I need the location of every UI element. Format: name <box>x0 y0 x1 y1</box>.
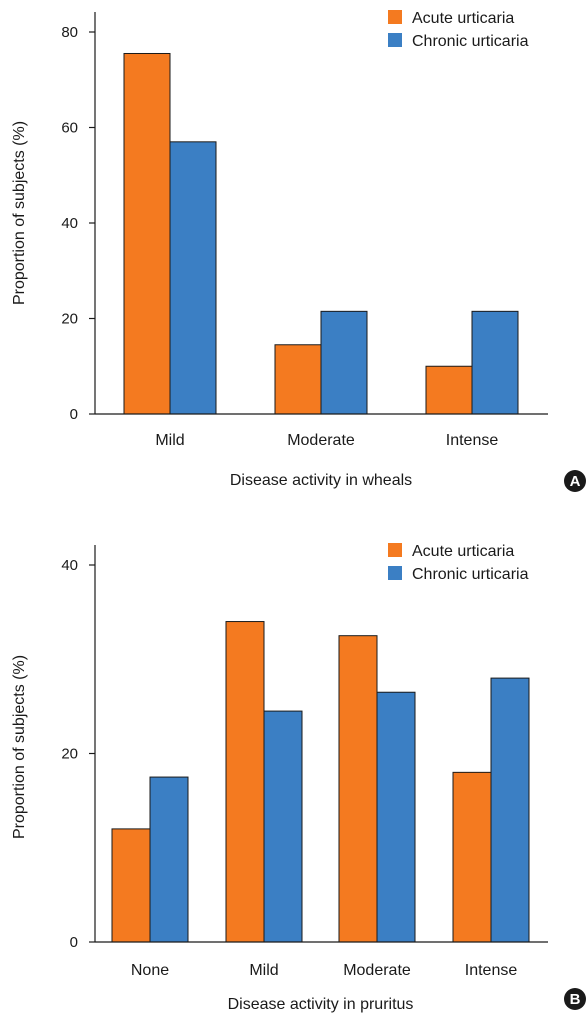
bar-a-chronic-intense <box>471 310 519 415</box>
y-tick-label-a-0: 0 <box>70 406 78 423</box>
panel-letter-b: B <box>570 991 581 1008</box>
y-tick-label-b-40: 40 <box>61 557 78 574</box>
y-axis-label-b: Proportion of subjects (%) <box>11 655 28 839</box>
legend-label-a-chronic: Chronic urticaria <box>412 33 529 50</box>
x-tick-label-a-mild: Mild <box>155 432 184 449</box>
legend-label-a-acute: Acute urticaria <box>412 10 514 27</box>
x-tick-label-b-moderate: Moderate <box>343 962 411 979</box>
legend-swatch-b-acute <box>388 543 402 557</box>
legend-swatch-a-acute <box>388 10 402 24</box>
panel-badge-a <box>564 470 586 492</box>
bar-a-chronic-mild <box>169 141 217 415</box>
y-tick-label-a-20: 20 <box>61 311 78 328</box>
bar-a-acute-intense <box>425 365 473 415</box>
bar-b-chronic-intense <box>490 677 530 943</box>
panel-letter-a: A <box>570 473 581 490</box>
x-tick-label-a-moderate: Moderate <box>287 432 355 449</box>
bar-b-acute-mild <box>225 621 265 943</box>
bar-b-acute-intense <box>452 771 492 943</box>
bar-a-acute-moderate <box>274 344 322 415</box>
y-tick-label-b-20: 20 <box>61 746 78 763</box>
panel-badge-b <box>564 988 586 1010</box>
x-axis-label-b: Disease activity in pruritus <box>228 996 414 1013</box>
legend-swatch-a-chronic <box>388 33 402 47</box>
chart-panel-a: Mild Moderate Intense 0 20 40 60 80 Disease acti… <box>11 10 586 492</box>
bar-a-acute-mild <box>123 52 171 415</box>
bar-b-chronic-moderate <box>376 691 416 943</box>
y-axis-label-a: Proportion of subjects (%) <box>11 121 28 305</box>
legend-swatch-b-chronic <box>388 566 402 580</box>
y-tick-label-b-0: 0 <box>70 934 78 951</box>
y-tick-label-a-40: 40 <box>61 215 78 232</box>
x-tick-label-b-none: None <box>131 962 169 979</box>
legend-label-b-chronic: Chronic urticaria <box>412 566 529 583</box>
bar-b-acute-none <box>111 828 151 943</box>
y-tick-label-a-60: 60 <box>61 120 78 137</box>
bar-a-chronic-moderate <box>320 310 368 415</box>
chart-panel-b: None Mild Moderate Intense 0 20 40 Disease acti… <box>11 543 586 1013</box>
x-axis-label-a: Disease activity in wheals <box>230 472 412 489</box>
x-tick-label-b-mild: Mild <box>249 962 278 979</box>
bar-b-acute-moderate <box>338 635 378 943</box>
y-tick-label-a-80: 80 <box>61 24 78 41</box>
x-tick-label-a-intense: Intense <box>446 432 499 449</box>
bar-b-chronic-mild <box>263 710 303 943</box>
bar-b-chronic-none <box>149 776 189 943</box>
legend-label-b-acute: Acute urticaria <box>412 543 514 560</box>
x-tick-label-b-intense: Intense <box>465 962 518 979</box>
